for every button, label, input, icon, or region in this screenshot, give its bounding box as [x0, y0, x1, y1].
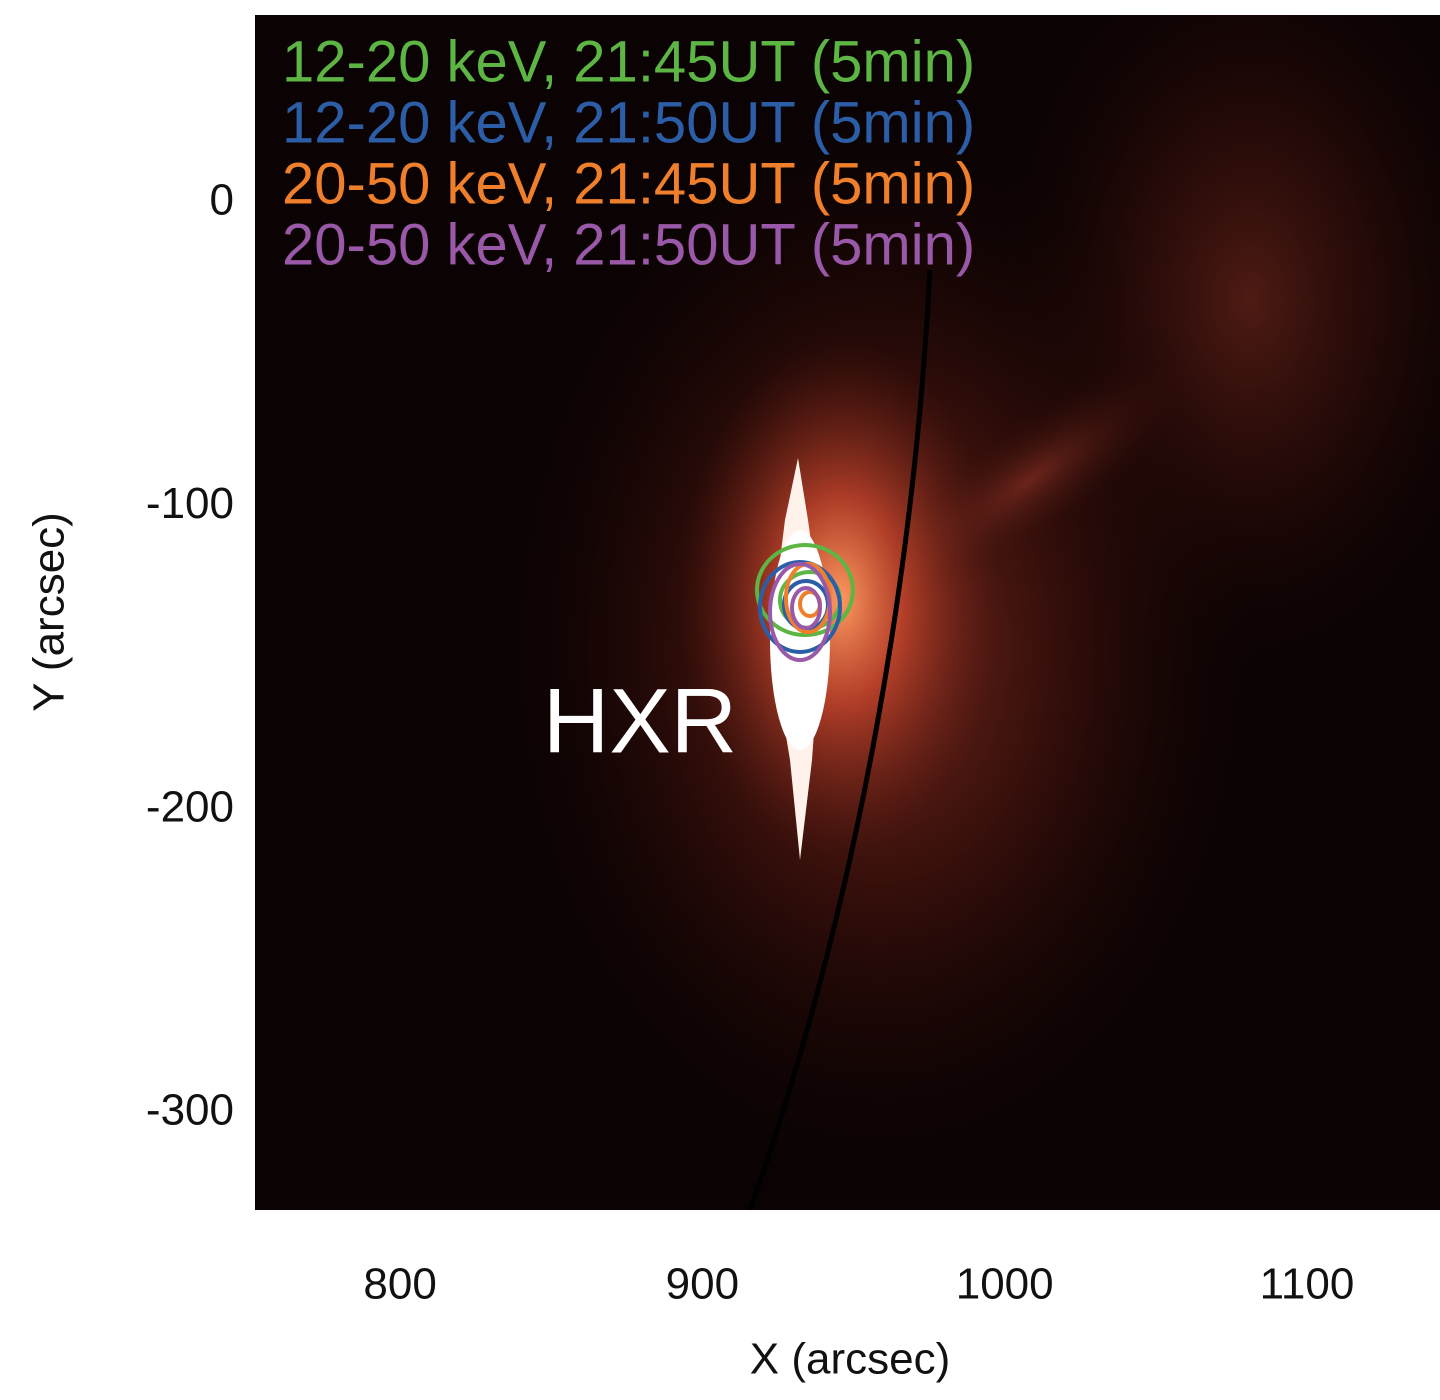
image: [255, 15, 1440, 1210]
legend-label: 20-50 keV, 21:45UT (5min): [282, 151, 975, 216]
y-tick-label: -200: [146, 782, 234, 831]
legend-label: 12-20 keV, 21:50UT (5min): [282, 90, 975, 155]
x-axis-label: X (arcsec): [750, 1335, 950, 1384]
contour: [790, 586, 822, 630]
legend-label: 20-50 keV, 21:50UT (5min): [282, 212, 975, 277]
x-tick-label: 900: [666, 1260, 739, 1309]
contour: [755, 543, 855, 637]
x-tick-label: 1000: [956, 1260, 1054, 1309]
annotation: HXR: [543, 670, 737, 772]
y-axis-label: Y (arcsec): [25, 512, 74, 712]
y-tick-label: -300: [146, 1086, 234, 1135]
contour: [768, 562, 832, 662]
y-tick-label: 0: [210, 176, 234, 225]
y-tick-label: -100: [146, 479, 234, 528]
legend-label: 12-20 keV, 21:45UT (5min): [282, 29, 975, 94]
x-tick-label: 800: [363, 1260, 436, 1309]
x-tick-label: 1100: [1260, 1260, 1355, 1309]
contours: [755, 543, 855, 662]
